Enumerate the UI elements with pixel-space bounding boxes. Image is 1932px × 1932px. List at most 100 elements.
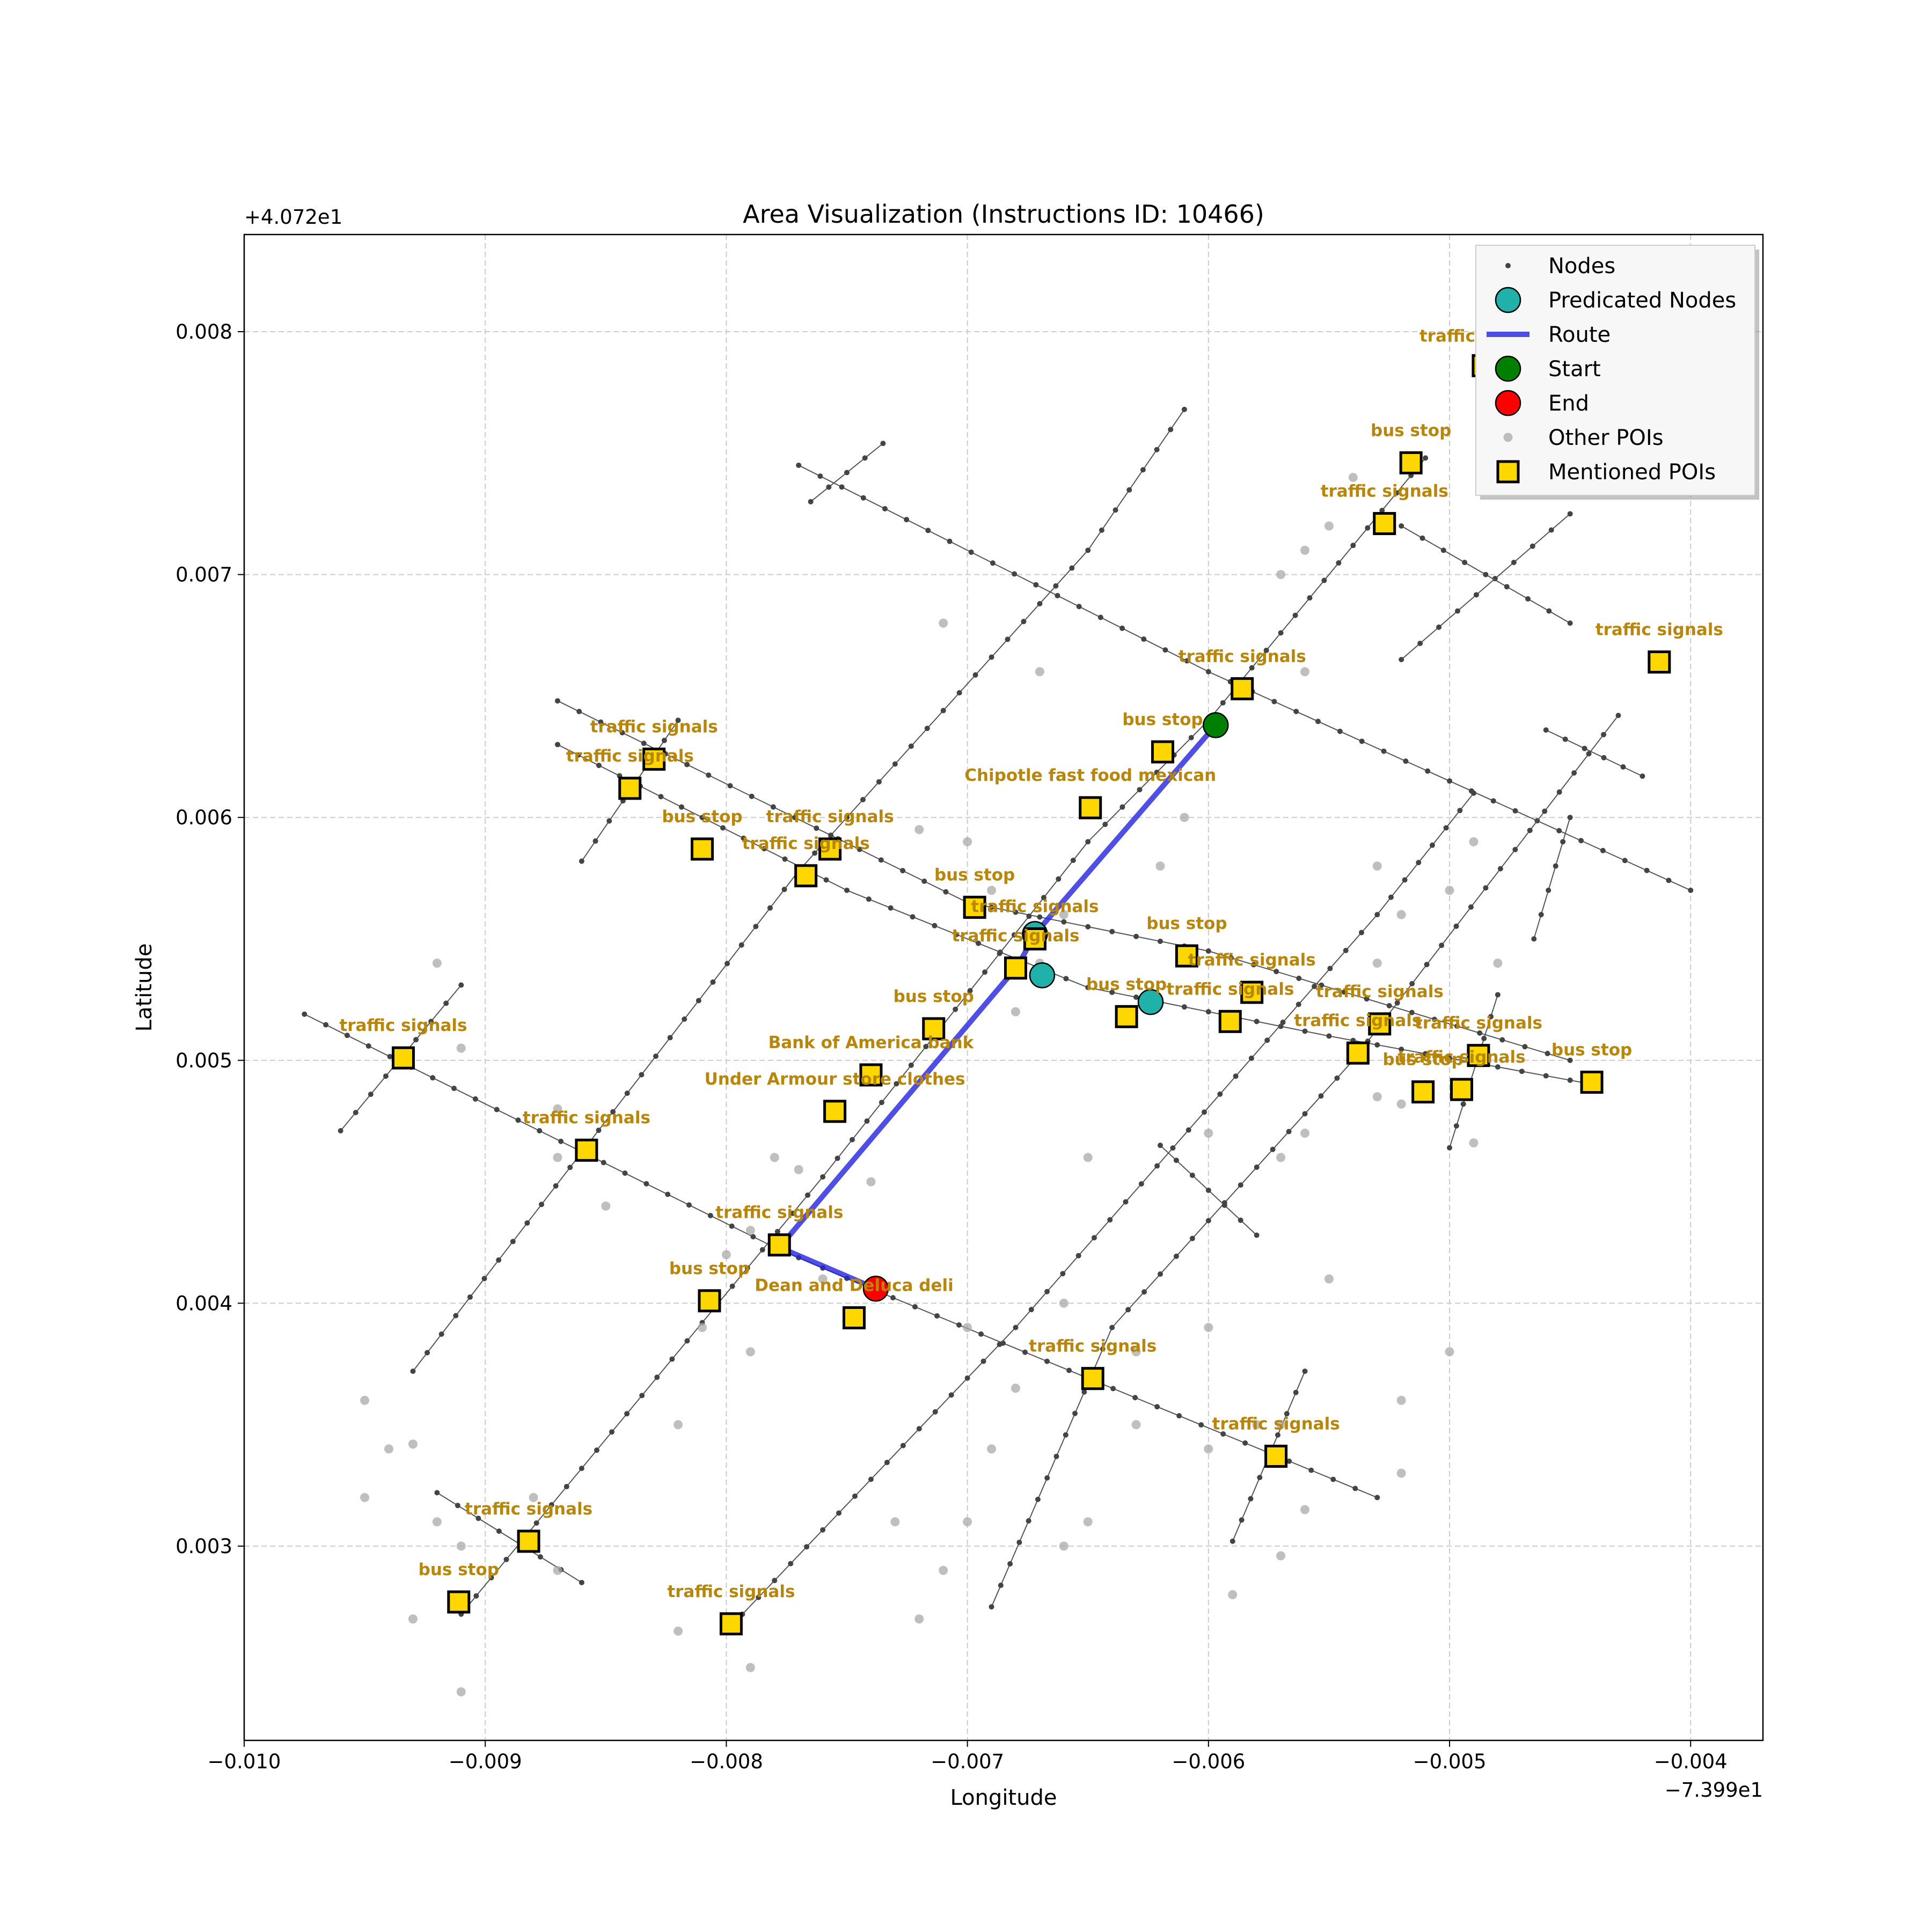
node-dot [624,1091,630,1096]
node-dot [1381,748,1387,754]
other-poi [745,1347,755,1357]
poi-label: bus stop [1122,710,1203,729]
node-dot [1601,755,1607,760]
poi-label: traffic signals [952,926,1079,946]
node-dot [410,1368,416,1374]
node-dot [1644,867,1650,873]
node-dot [835,1155,840,1161]
y-tick-label: 0.006 [175,806,232,829]
poi-label: bus stop [1552,1041,1632,1060]
node-dot [579,1466,584,1472]
other-poi [1493,958,1503,968]
node-dot [1562,736,1568,742]
other-poi [963,1517,972,1527]
node-dot [438,1331,444,1337]
node-dot [828,832,834,838]
node-dot [1205,1187,1211,1193]
node-dot [997,1342,1002,1348]
other-poi [360,1395,370,1405]
node-dot [430,1075,436,1081]
node-dot [1271,699,1277,705]
node-dot [860,797,866,803]
node-dot [338,1128,343,1134]
other-poi [1083,1153,1093,1162]
node-dot [1538,912,1544,918]
axis-ticks: −0.010 −0.009 −0.008 −0.007 −0.006 −0.005 −0.0… [175,320,1728,1773]
node-dot [1184,658,1190,664]
node-dot [1439,942,1445,948]
node-dot [910,914,916,920]
node-dot [844,815,850,821]
other-poi [1396,1395,1406,1405]
node-dot [658,794,664,800]
node-dot [1249,665,1255,671]
node-dot [1409,1009,1415,1015]
mentioned-poi [1368,1012,1392,1036]
other-poi [745,1663,755,1672]
node-dot [925,528,931,533]
node-dot [1462,559,1468,565]
node-dot [1063,1432,1069,1438]
node-dot [1205,1218,1211,1224]
node-dot [682,1016,687,1022]
node-dot [1119,625,1125,631]
node-dot [1037,914,1043,920]
node-dot [1374,1042,1380,1048]
other-poi [697,1323,707,1333]
node-dot [1337,728,1343,734]
node-dot [1154,1163,1160,1169]
poi-label: traffic signals [766,807,894,826]
node-dot [455,1503,460,1509]
mentioned-poi [517,1529,540,1553]
node-dot [1374,1495,1380,1501]
other-poi [890,1517,900,1527]
node-dot [1615,713,1621,719]
mentioned-poi [1081,1367,1104,1391]
other-poi [1276,1420,1286,1430]
node-dot [1386,1002,1392,1008]
node-dot [864,1118,870,1124]
node-dot [1319,982,1324,988]
node-dot [1567,815,1573,821]
mentioned-poi [922,1017,946,1041]
node-dot [1543,1073,1549,1079]
node-dot [953,1006,958,1012]
node-dot [494,1107,500,1113]
legend-label: Start [1548,357,1601,382]
mentioned-poi [1346,1041,1370,1065]
node-dot [774,1228,780,1234]
node-dot [684,1338,690,1344]
node-dot [1263,647,1269,653]
node-dot [1205,669,1211,675]
node-dot [943,889,949,895]
node-dot [1423,1051,1429,1057]
node-dot [553,1183,559,1189]
node-dot [1601,731,1607,737]
node-dot [997,950,1002,956]
node-dot [684,762,690,767]
node-dot [1181,406,1187,412]
node-dot [554,698,560,704]
node-dot [772,1578,778,1584]
node-dot [1548,527,1554,533]
mentioned-poi [1218,1009,1242,1033]
poi-label: traffic signals [1415,1014,1542,1033]
node-dot [1220,700,1226,706]
node-dot [908,1062,914,1068]
node-dot [1388,894,1394,900]
node-dot [849,1137,855,1143]
node-dot [1529,543,1535,549]
node-dot [667,1035,673,1041]
node-dot [908,743,914,749]
node-dot [1315,719,1321,724]
node-dot [1470,790,1476,796]
node-dot [1053,583,1059,589]
node-dot [1582,745,1587,751]
poi-label: traffic signals [1212,1414,1340,1433]
node-dot [967,988,973,994]
node-dot [1013,909,1019,915]
node-dot [1586,751,1592,757]
y-tick-label: 0.004 [175,1292,232,1315]
node-dot [1069,565,1075,571]
poi-label: traffic signals [1316,982,1444,1001]
